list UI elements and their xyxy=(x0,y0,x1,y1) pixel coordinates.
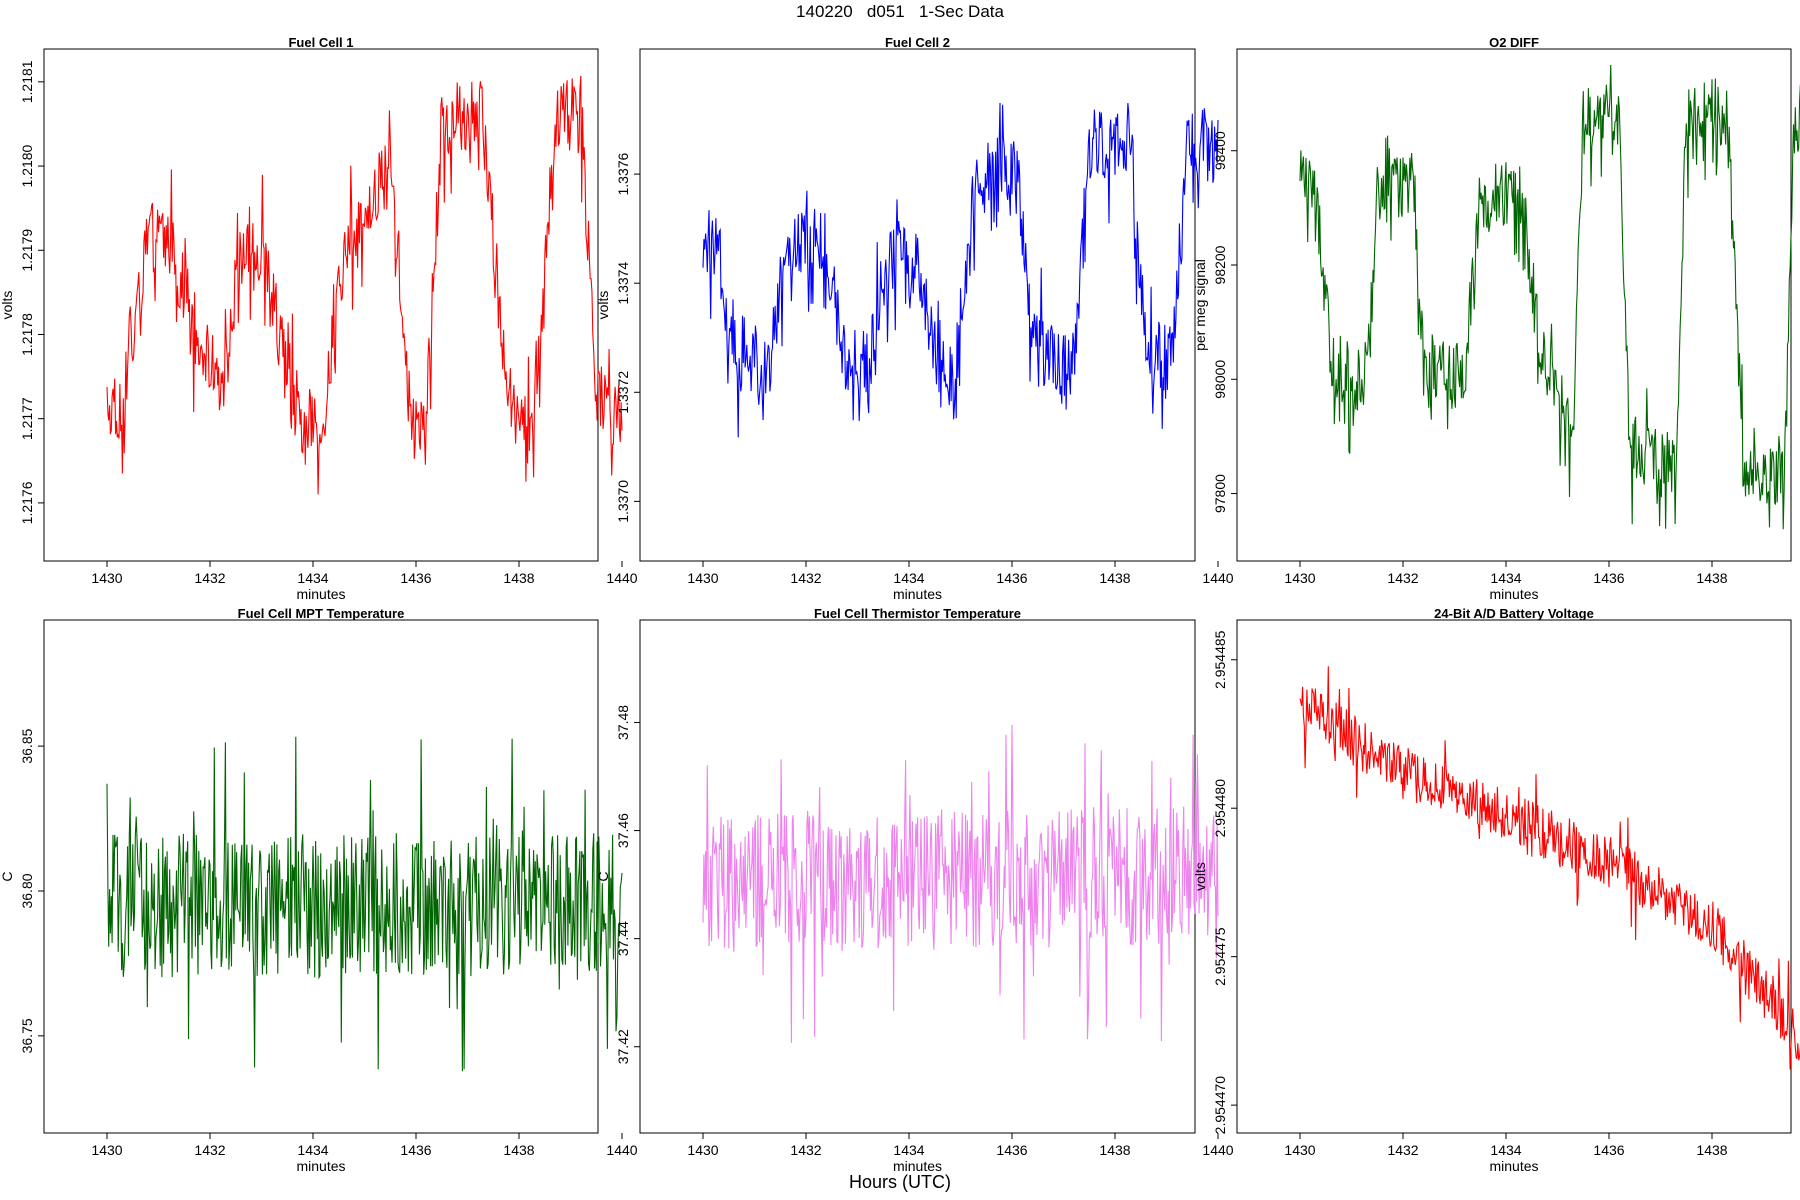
x-tick-label: 1432 xyxy=(790,1142,821,1158)
y-tick-label: 2.954475 xyxy=(1212,927,1228,986)
plot-frame xyxy=(1236,48,1792,562)
y-tick-label: 36.75 xyxy=(19,1018,35,1053)
chart-panel-3: O2 DIFF 1430 1432 1434 1436 1438 1440 minutes 97… xyxy=(1192,35,1800,602)
chart-panel-5: Fuel Cell Thermistor Temperature 1430 1432… xyxy=(595,606,1234,1174)
series-line xyxy=(106,736,623,1072)
x-tick-label: 1432 xyxy=(194,570,225,586)
global-x-axis-title: Hours (UTC) xyxy=(849,1172,951,1192)
chart-panel-4: Fuel Cell MPT Temperature 1430 1432 1434 143… xyxy=(0,606,638,1174)
y-tick-label: 2.954480 xyxy=(1212,779,1228,838)
x-axis-label: minutes xyxy=(893,586,942,602)
page-title: 140220 d051 1-Sec Data xyxy=(796,2,1004,21)
series-line xyxy=(702,724,1219,1043)
y-axis-label: per meg signal xyxy=(1192,259,1208,351)
y-tick-label: 36.80 xyxy=(19,873,35,908)
x-axis-label: minutes xyxy=(893,1158,942,1174)
x-tick-label: 1430 xyxy=(687,570,718,586)
x-tick-label: 1434 xyxy=(297,570,328,586)
chart-title: O2 DIFF xyxy=(1489,35,1539,50)
y-axis-label: volts xyxy=(595,291,611,320)
x-tick-label: 1438 xyxy=(1099,1142,1130,1158)
y-tick-label: 97800 xyxy=(1212,474,1228,513)
x-tick-label: 1436 xyxy=(1593,570,1624,586)
y-tick-label: 36.85 xyxy=(19,728,35,763)
y-axis-label: volts xyxy=(1192,862,1208,891)
x-tick-label: 1440 xyxy=(1202,1142,1233,1158)
y-tick-label: 98400 xyxy=(1212,131,1228,170)
series-line xyxy=(106,75,623,495)
x-tick-label: 1432 xyxy=(790,570,821,586)
chart-panel-1: Fuel Cell 1 1430 1432 1434 1436 1438 1440 minut… xyxy=(0,35,638,602)
chart-title: Fuel Cell 1 xyxy=(288,35,353,50)
x-tick-label: 1436 xyxy=(400,570,431,586)
y-tick-label: 1.2176 xyxy=(19,481,35,524)
y-tick-label: 37.48 xyxy=(615,705,631,740)
x-tick-label: 1440 xyxy=(606,570,637,586)
x-tick-label: 1438 xyxy=(503,570,534,586)
x-tick-label: 1434 xyxy=(893,570,924,586)
x-axis-label: minutes xyxy=(1489,1158,1538,1174)
x-tick-label: 1434 xyxy=(297,1142,328,1158)
y-tick-label: 2.954485 xyxy=(1212,630,1228,689)
x-tick-label: 1432 xyxy=(194,1142,225,1158)
x-tick-label: 1430 xyxy=(1284,1142,1315,1158)
x-tick-label: 1434 xyxy=(893,1142,924,1158)
chart-title: Fuel Cell MPT Temperature xyxy=(238,606,405,621)
x-tick-label: 1438 xyxy=(1696,570,1727,586)
x-tick-label: 1430 xyxy=(687,1142,718,1158)
y-tick-label: 1.2178 xyxy=(19,313,35,356)
y-tick-label: 1.2180 xyxy=(19,144,35,187)
plot-frame xyxy=(639,48,1196,562)
y-tick-label: 37.42 xyxy=(615,1029,631,1064)
x-tick-label: 1430 xyxy=(91,570,122,586)
chart-panel-2: Fuel Cell 2 1430 1432 1434 1436 1438 1440 minut… xyxy=(595,35,1234,602)
x-tick-label: 1440 xyxy=(1202,570,1233,586)
x-tick-label: 1430 xyxy=(91,1142,122,1158)
series-line xyxy=(1299,666,1800,1070)
y-tick-label: 37.46 xyxy=(615,813,631,848)
x-tick-label: 1438 xyxy=(1099,570,1130,586)
chart-title: 24-Bit A/D Battery Voltage xyxy=(1434,606,1594,621)
y-axis-label: C xyxy=(595,871,611,881)
x-tick-label: 1438 xyxy=(1696,1142,1727,1158)
series-line xyxy=(1299,64,1800,530)
x-tick-label: 1434 xyxy=(1490,570,1521,586)
x-axis-label: minutes xyxy=(1489,586,1538,602)
x-tick-label: 1436 xyxy=(400,1142,431,1158)
y-tick-label: 37.44 xyxy=(615,921,631,956)
x-tick-label: 1436 xyxy=(996,1142,1027,1158)
chart-panel-6: 24-Bit A/D Battery Voltage 1430 1432 1434 14… xyxy=(1192,606,1800,1174)
x-axis-label: minutes xyxy=(296,1158,345,1174)
y-axis-label: volts xyxy=(0,291,15,320)
x-axis-label: minutes xyxy=(296,586,345,602)
plot-frame xyxy=(43,48,599,562)
y-tick-label: 98200 xyxy=(1212,245,1228,284)
y-tick-label: 1.2181 xyxy=(19,60,35,103)
y-tick-label: 1.3372 xyxy=(615,371,631,414)
series-line xyxy=(702,102,1219,438)
x-tick-label: 1434 xyxy=(1490,1142,1521,1158)
y-tick-label: 98000 xyxy=(1212,360,1228,399)
plot-frame xyxy=(1236,619,1792,1134)
chart-title: Fuel Cell 2 xyxy=(885,35,950,50)
y-tick-label: 1.3376 xyxy=(615,152,631,195)
y-tick-label: 2.954470 xyxy=(1212,1076,1228,1135)
y-tick-label: 1.2177 xyxy=(19,397,35,440)
x-tick-label: 1430 xyxy=(1284,570,1315,586)
x-tick-label: 1438 xyxy=(503,1142,534,1158)
x-tick-label: 1436 xyxy=(1593,1142,1624,1158)
y-tick-label: 1.3370 xyxy=(615,480,631,523)
chart-title: Fuel Cell Thermistor Temperature xyxy=(814,606,1021,621)
x-tick-label: 1432 xyxy=(1387,1142,1418,1158)
y-tick-label: 1.2179 xyxy=(19,229,35,272)
x-tick-label: 1440 xyxy=(606,1142,637,1158)
y-tick-label: 1.3374 xyxy=(615,262,631,305)
x-tick-label: 1432 xyxy=(1387,570,1418,586)
y-axis-label: C xyxy=(0,871,15,881)
x-tick-label: 1436 xyxy=(996,570,1027,586)
